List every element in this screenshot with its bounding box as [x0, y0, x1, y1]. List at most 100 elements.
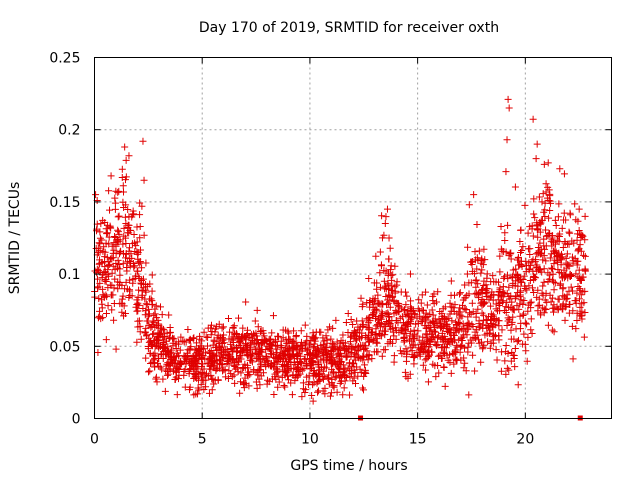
data-point	[259, 369, 267, 377]
data-point	[210, 380, 218, 388]
data-point	[137, 335, 145, 343]
data-point	[452, 355, 460, 363]
data-point	[350, 374, 358, 382]
data-point	[158, 324, 166, 332]
data-point	[538, 216, 546, 224]
data-point	[528, 258, 536, 266]
data-point	[211, 328, 219, 336]
data-point	[480, 245, 488, 253]
data-point	[314, 346, 322, 354]
data-point	[567, 283, 575, 291]
data-point	[440, 363, 448, 371]
data-point	[578, 307, 586, 315]
data-point	[547, 298, 555, 306]
data-point	[121, 143, 129, 151]
data-point	[544, 183, 552, 191]
data-point	[112, 234, 120, 242]
data-point	[286, 336, 294, 344]
data-point	[522, 268, 530, 276]
data-point	[560, 170, 568, 178]
data-point	[120, 312, 128, 320]
data-point	[384, 299, 392, 307]
data-point	[547, 264, 555, 272]
data-point	[219, 361, 227, 369]
data-point	[102, 336, 110, 344]
data-point	[354, 347, 362, 355]
data-point	[239, 347, 247, 355]
data-point	[400, 348, 408, 356]
data-point	[134, 250, 142, 258]
data-point	[505, 366, 513, 374]
data-point	[450, 350, 458, 358]
data-point	[573, 236, 581, 244]
data-point	[475, 339, 483, 347]
data-point	[436, 307, 444, 315]
data-point	[502, 168, 510, 176]
data-point	[378, 332, 386, 340]
data-point	[400, 333, 408, 341]
data-point	[418, 306, 426, 314]
data-point	[349, 359, 357, 367]
data-point	[529, 284, 537, 292]
data-point	[118, 299, 126, 307]
data-point	[243, 329, 251, 337]
data-point	[224, 374, 232, 382]
data-point	[134, 317, 142, 325]
data-point	[319, 367, 327, 375]
data-point	[514, 254, 522, 262]
data-point	[444, 314, 452, 322]
data-point	[133, 338, 141, 346]
data-point	[125, 286, 133, 294]
data-point	[274, 383, 282, 391]
data-point	[574, 257, 582, 265]
data-point	[152, 342, 160, 350]
data-point	[219, 323, 227, 331]
data-point	[555, 295, 563, 303]
data-point	[511, 183, 519, 191]
data-point	[108, 306, 116, 314]
data-point	[169, 335, 177, 343]
data-point	[497, 367, 505, 375]
data-point	[149, 330, 157, 338]
data-point	[504, 95, 512, 103]
data-point	[329, 324, 337, 332]
data-point	[527, 315, 535, 323]
data-point	[109, 249, 117, 257]
data-point	[468, 299, 476, 307]
data-point	[221, 366, 229, 374]
data-point	[315, 373, 323, 381]
data-point	[96, 228, 104, 236]
data-point	[500, 273, 508, 281]
data-point	[380, 346, 388, 354]
data-point	[142, 259, 150, 267]
data-point	[373, 306, 381, 314]
data-point	[391, 262, 399, 270]
data-point	[290, 327, 298, 335]
data-point	[520, 310, 528, 318]
data-point	[511, 363, 519, 371]
data-point	[95, 266, 103, 274]
data-point	[525, 282, 533, 290]
data-point	[215, 338, 223, 346]
data-point	[547, 250, 555, 258]
data-point	[253, 384, 261, 392]
data-point	[407, 343, 415, 351]
data-point	[168, 353, 176, 361]
data-point	[340, 342, 348, 350]
y-tick-label: 0.15	[49, 195, 80, 211]
data-point	[323, 336, 331, 344]
data-point	[149, 351, 157, 359]
data-point	[475, 247, 483, 255]
data-point	[301, 355, 309, 363]
data-point	[114, 285, 122, 293]
data-point	[448, 317, 456, 325]
data-point	[544, 321, 552, 329]
data-point	[344, 329, 352, 337]
data-point	[557, 269, 565, 277]
data-point	[339, 391, 347, 399]
data-point	[559, 292, 567, 300]
data-point	[496, 284, 504, 292]
data-point	[458, 312, 466, 320]
data-point	[484, 338, 492, 346]
data-point	[284, 347, 292, 355]
